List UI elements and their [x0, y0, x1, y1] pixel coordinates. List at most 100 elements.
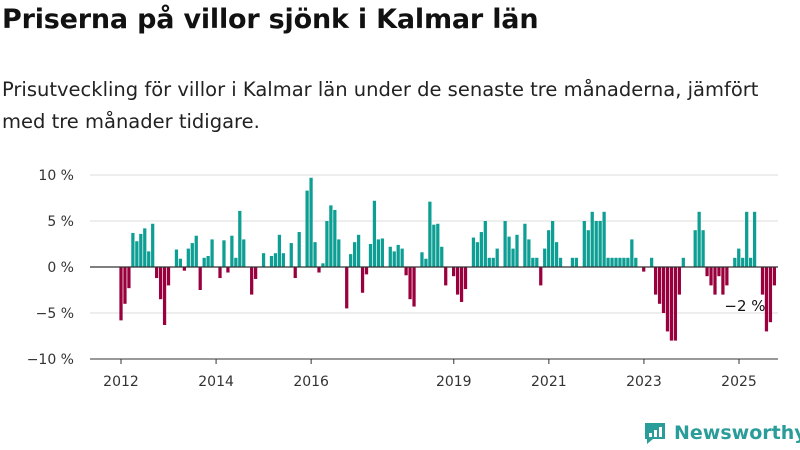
bar [444, 267, 448, 286]
bar [491, 257, 495, 267]
bar [293, 267, 297, 279]
bar [166, 267, 171, 286]
bar [677, 267, 681, 295]
bar [598, 221, 602, 267]
bar [705, 267, 709, 277]
bar [123, 267, 127, 304]
bar [436, 223, 440, 267]
bar [349, 254, 353, 267]
bar [606, 257, 610, 267]
bar [657, 267, 662, 304]
newsworthy-logo-icon [645, 423, 665, 444]
y-tick-label: 10 % [38, 168, 74, 184]
bar [380, 238, 384, 267]
bar [360, 267, 365, 293]
x-tick-label: 2021 [531, 374, 567, 390]
bar [630, 239, 634, 267]
bar [174, 249, 179, 267]
bar [190, 243, 194, 267]
bar [515, 234, 519, 267]
bar [511, 248, 515, 267]
bar [143, 228, 147, 267]
bar [273, 253, 278, 267]
bar [455, 267, 460, 295]
bar [226, 267, 230, 273]
bar [186, 248, 190, 267]
bar [483, 221, 487, 267]
bar [768, 267, 773, 323]
bar [428, 201, 432, 267]
bar [404, 267, 408, 276]
bar [178, 258, 183, 267]
bar [345, 267, 349, 309]
bar [392, 251, 396, 267]
bar [507, 236, 511, 267]
bar [313, 242, 317, 267]
bar [412, 267, 416, 307]
bar [222, 240, 226, 267]
bar [210, 239, 214, 267]
bar [297, 232, 301, 267]
bar [218, 267, 222, 279]
bar [661, 267, 666, 313]
bar [749, 257, 753, 267]
bar [194, 235, 198, 267]
bar [254, 267, 258, 279]
x-tick-label: 2012 [103, 374, 139, 390]
bar [471, 237, 476, 267]
bar [602, 211, 606, 267]
bar [329, 205, 333, 267]
bar [752, 211, 757, 267]
bar [634, 257, 638, 267]
bar [523, 223, 527, 267]
bar [642, 267, 646, 272]
bar [653, 267, 658, 295]
bar [368, 244, 373, 267]
bar [119, 267, 123, 321]
y-tick-label: 5 % [47, 214, 74, 230]
bar [701, 230, 705, 267]
y-tick-label: −10 % [27, 352, 74, 368]
x-tick-label: 2023 [626, 374, 662, 390]
bar [479, 232, 483, 267]
bar [424, 258, 428, 267]
bar [713, 267, 717, 295]
bar [535, 257, 539, 267]
bar [432, 224, 436, 267]
bar [400, 248, 404, 267]
bar [309, 177, 313, 267]
bar [681, 257, 685, 267]
bar [452, 267, 456, 277]
bar [376, 239, 381, 267]
bar [131, 232, 135, 267]
bar [463, 267, 468, 290]
bar [626, 257, 630, 267]
bar [372, 200, 377, 267]
bar [364, 267, 369, 275]
bar [503, 221, 507, 267]
bar [590, 211, 594, 267]
bar [139, 233, 143, 267]
bar [198, 267, 202, 290]
bar [337, 239, 341, 267]
bar [440, 246, 444, 267]
bar [527, 239, 531, 267]
bar [250, 267, 254, 295]
bar [547, 230, 551, 267]
bar [622, 257, 626, 267]
chart-title: Priserna på villor sjönk i Kalmar län [2, 4, 539, 35]
bar [135, 241, 139, 267]
bar [737, 248, 741, 267]
bar [717, 267, 721, 277]
bar [669, 267, 674, 341]
bar [709, 267, 713, 286]
bar [697, 211, 701, 267]
bar [594, 221, 598, 267]
y-tick-label: 0 % [47, 260, 74, 276]
bar [321, 263, 325, 267]
bar [147, 251, 151, 267]
brand-name: Newsworthy [674, 422, 800, 444]
bar [475, 242, 480, 267]
bar [760, 267, 765, 295]
